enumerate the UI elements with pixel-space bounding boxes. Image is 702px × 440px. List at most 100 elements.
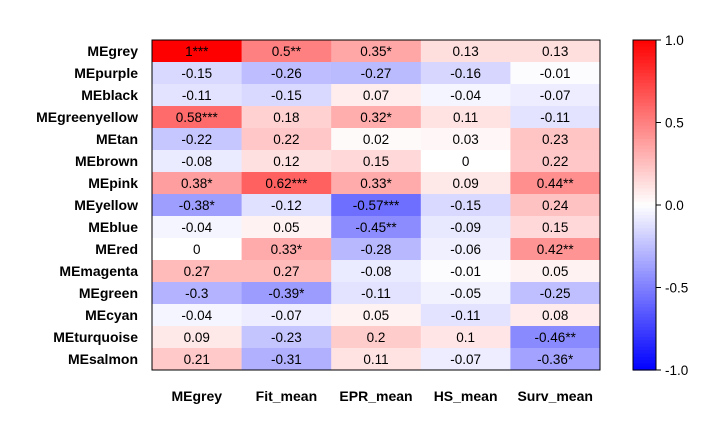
color-scale-segment (633, 79, 656, 84)
color-scale-segment (633, 271, 656, 275)
heatmap-cell-MEmagenta-EPR_mean (331, 260, 422, 283)
heatmap-cell-MEred-Fit_mean (241, 238, 332, 261)
color-scale-segment (633, 135, 656, 140)
heatmap-cell-MEsalmon-HS_mean (420, 348, 511, 371)
color-scale-segment (633, 261, 656, 265)
cell-value-label: -0.01 (450, 264, 481, 279)
cell-value-label: -0.16 (450, 66, 481, 81)
color-scale-segment (633, 59, 656, 64)
heatmap-cell-MEturquoise-HS_mean (420, 326, 511, 349)
heatmap-cell-MEcyan-EPR_mean (331, 304, 422, 327)
color-scale-segment (633, 102, 656, 107)
heatmap-cell-MEtan-Fit_mean (241, 128, 332, 151)
heatmap-cell-MEblack-Fit_mean (241, 84, 332, 107)
heatmap-cell-MEbrown-Surv_mean (510, 150, 601, 173)
color-scale-segment (633, 205, 656, 209)
heatmap-cell-MEmagenta-Fit_mean (241, 260, 332, 283)
color-scale-segment (633, 356, 656, 361)
color-scale-segment (633, 214, 656, 219)
cell-value-label: 0.11 (363, 352, 388, 367)
heatmap-cell-MEgrey-EPR_mean (331, 40, 422, 63)
heatmap-cell-MEgreenyellow-MEgrey (152, 106, 243, 129)
heatmap-cell-MEcyan-Fit_mean (241, 304, 332, 327)
row-label-MEmagenta: MEmagenta (59, 263, 138, 279)
heatmap-cell-MEgrey-Surv_mean (510, 40, 601, 63)
cell-value-label: -0.04 (181, 308, 212, 323)
color-scale-segment (633, 353, 656, 358)
cell-value-label: -0.25 (540, 286, 571, 301)
column-label-Fit_mean: Fit_mean (256, 388, 317, 404)
color-scale-segment (633, 247, 656, 252)
color-scale-segment (633, 155, 656, 160)
column-label-EPR_mean: EPR_mean (339, 388, 412, 404)
cell-value-label: 0.05 (542, 264, 568, 279)
heatmap-cell-MEpurple-HS_mean (420, 62, 511, 85)
row-label-MEcyan: MEcyan (85, 307, 138, 323)
color-scale-segment (633, 366, 656, 371)
cell-value-label: 0.58*** (176, 110, 219, 125)
cell-value-label: -0.45** (355, 220, 397, 235)
color-scale-segment (633, 56, 656, 61)
color-scale-segment (633, 73, 656, 77)
heatmap-cell-MEblack-EPR_mean (331, 84, 422, 107)
heatmap-cell-MEgreenyellow-EPR_mean (331, 106, 422, 129)
row-label-MEsalmon: MEsalmon (68, 351, 138, 367)
heatmap-cell-MEpurple-Fit_mean (241, 62, 332, 85)
cell-value-label: 0.24 (542, 198, 569, 213)
heatmap-cell-MEblack-HS_mean (420, 84, 511, 107)
cell-value-label: 0.35* (360, 44, 392, 59)
color-scale-segment (633, 304, 656, 308)
color-scale-segment (633, 313, 656, 318)
heatmap-cell-MEpink-MEgrey (152, 172, 243, 195)
color-scale-segment (633, 254, 656, 259)
color-scale-segment (633, 310, 656, 315)
heatmap-cell-MEpurple-MEgrey (152, 62, 243, 85)
plot-frame (151, 39, 601, 371)
heatmap-cell-MEtan-MEgrey (152, 128, 243, 151)
heatmap-cell-MEgreen-MEgrey (152, 282, 243, 305)
cell-value-label: 0.32* (360, 110, 392, 125)
cell-value-label: 0.05 (363, 308, 389, 323)
cell-value-label: -0.3 (185, 286, 208, 301)
cell-value-label: 0.15 (542, 220, 568, 235)
cell-value-label: 0.15 (363, 154, 389, 169)
heatmap-cell-MEtan-HS_mean (420, 128, 511, 151)
row-label-MEbrown: MEbrown (75, 153, 138, 169)
color-scale-segment (633, 40, 656, 44)
heatmap-cell-MEsalmon-Fit_mean (241, 348, 332, 371)
row-label-MEyellow: MEyellow (74, 197, 138, 213)
color-scale-segment (633, 175, 656, 180)
heatmap-cell-MEblack-Surv_mean (510, 84, 601, 107)
cell-value-label: 1*** (185, 44, 209, 59)
cell-value-label: 0.33* (271, 242, 303, 257)
cell-value-label: -0.11 (451, 308, 481, 323)
color-scale-segment (633, 148, 656, 153)
color-scale-segment (633, 297, 656, 302)
color-scale-segment (633, 343, 656, 348)
cell-value-label: 0.18 (273, 110, 299, 125)
cell-value-label: 0.08 (542, 308, 568, 323)
color-scale-segment (633, 208, 656, 213)
row-label-MEturquoise: MEturquoise (53, 329, 138, 345)
color-scale-segment (633, 115, 656, 120)
row-label-MEgreenyellow: MEgreenyellow (36, 109, 138, 125)
cell-value-label: -0.04 (450, 88, 481, 103)
color-scale-segment (633, 63, 656, 67)
heatmap-cell-MEcyan-MEgrey (152, 304, 243, 327)
color-scale-tick-label: 0.5 (665, 116, 684, 131)
cell-value-label: -0.06 (450, 242, 481, 257)
color-scale-segment (633, 211, 656, 216)
color-scale-segment (633, 363, 656, 368)
color-scale-segment (633, 125, 656, 130)
cell-value-label: -0.39* (268, 286, 305, 301)
color-scale-segment (633, 106, 656, 110)
column-label-MEgrey: MEgrey (172, 388, 223, 404)
row-label-MEpink: MEpink (88, 175, 138, 191)
heatmap-cell-MEblue-EPR_mean (331, 216, 422, 239)
color-scale-segment (633, 66, 656, 71)
heatmap-cell-MEmagenta-Surv_mean (510, 260, 601, 283)
heatmap-cell-MEbrown-Fit_mean (241, 150, 332, 173)
heatmap-cell-MEsalmon-Surv_mean (510, 348, 601, 371)
color-scale-segment (633, 323, 656, 328)
color-scale-segment (633, 287, 656, 292)
